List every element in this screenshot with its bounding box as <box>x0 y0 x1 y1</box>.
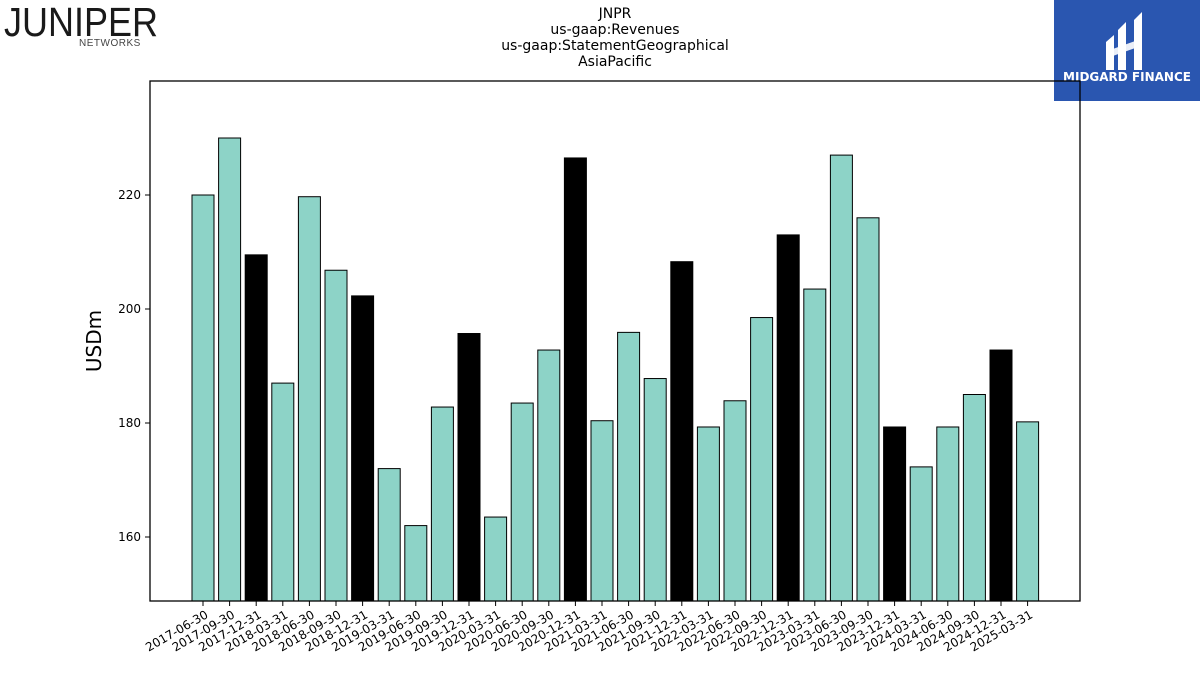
bar-2017-06-30 <box>191 194 215 602</box>
bar-2021-03-31 <box>590 420 614 602</box>
bar-2019-12-31 <box>457 333 481 602</box>
bar-2019-09-30 <box>430 406 454 602</box>
bar-2025-03-31 <box>1016 421 1040 602</box>
bar-2024-03-31 <box>909 466 933 602</box>
title-line-ticker: JNPR <box>598 6 632 22</box>
bar-2024-06-30 <box>936 426 960 602</box>
title-line-concept: us-gaap:Revenues <box>550 22 680 38</box>
title-line-member: AsiaPacific <box>578 54 652 70</box>
bar-2018-06-30 <box>297 196 321 602</box>
bar-2020-03-31 <box>484 516 508 602</box>
bar-2023-12-31 <box>883 426 907 602</box>
juniper-logo: JUNIPER NETWORKS <box>4 0 164 50</box>
y-tick-label: 200 <box>118 302 141 316</box>
bar-2019-06-30 <box>404 525 428 602</box>
bar-2021-09-30 <box>643 378 667 602</box>
bar-2018-12-31 <box>351 295 375 602</box>
bar-2023-03-31 <box>803 288 827 602</box>
bar-2024-12-31 <box>989 349 1013 602</box>
bar-2023-06-30 <box>829 154 853 602</box>
y-axis-label: USDm <box>82 310 106 372</box>
bar-2018-03-31 <box>271 382 295 602</box>
bar-2024-09-30 <box>962 394 986 602</box>
bar-2018-09-30 <box>324 269 348 602</box>
y-tick-label: 220 <box>118 188 141 202</box>
y-tick-label: 160 <box>118 530 141 544</box>
svg-text:NETWORKS: NETWORKS <box>79 38 141 49</box>
bar-2019-03-31 <box>377 468 401 602</box>
y-tick-label: 180 <box>118 416 141 430</box>
bar-2017-12-31 <box>244 254 268 602</box>
bar-2020-09-30 <box>537 349 561 602</box>
bar-2017-09-30 <box>218 137 242 602</box>
bar-2022-12-31 <box>776 234 800 602</box>
bar-2022-03-31 <box>696 426 720 602</box>
midgard-finance-logo: MIDGARD FINANCE <box>1054 0 1200 101</box>
bar-2022-09-30 <box>750 317 774 602</box>
bar-2021-06-30 <box>617 331 641 602</box>
svg-text:MIDGARD FINANCE: MIDGARD FINANCE <box>1063 70 1191 84</box>
title-line-axis: us-gaap:StatementGeographical <box>501 38 729 54</box>
chart-title: JNPR us-gaap:Revenues us-gaap:StatementG… <box>415 6 815 70</box>
bar-2021-12-31 <box>670 261 694 602</box>
bar-2020-12-31 <box>563 157 587 602</box>
svg-text:JUNIPER: JUNIPER <box>4 0 158 45</box>
bar-2023-09-30 <box>856 217 880 602</box>
bar-2022-06-30 <box>723 400 747 602</box>
bar-2020-06-30 <box>510 402 534 602</box>
plot-frame <box>149 80 1081 602</box>
